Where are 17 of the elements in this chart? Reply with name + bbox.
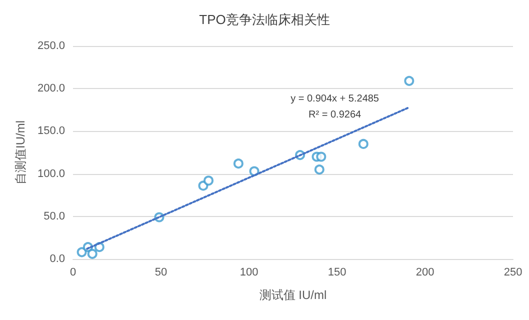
y-tick-label: 100.0	[37, 168, 65, 180]
x-axis-title: 测试值 IU/ml	[259, 288, 327, 302]
y-tick-label: 250.0	[37, 40, 65, 52]
y-tick-label: 50.0	[44, 210, 65, 222]
x-tick-label: 150	[328, 266, 346, 278]
y-tick-label: 0.0	[50, 253, 65, 265]
annotation: R² = 0.9264	[308, 110, 362, 120]
x-tick-label: 0	[70, 266, 76, 278]
x-tick-label: 50	[154, 266, 168, 278]
y-tick-label: 150.0	[37, 125, 65, 138]
y-axis-title: 自测值IU/ml	[14, 120, 28, 184]
y-tick-label: 200.0	[37, 82, 65, 95]
x-tick-label: 100	[240, 266, 258, 278]
chart-title: TPO竞争法临床相关性	[199, 12, 330, 27]
annotation: y = 0.904x + 5.2485	[290, 94, 380, 104]
x-tick-label: 200	[416, 266, 434, 278]
x-tick-label: 250	[504, 266, 522, 278]
